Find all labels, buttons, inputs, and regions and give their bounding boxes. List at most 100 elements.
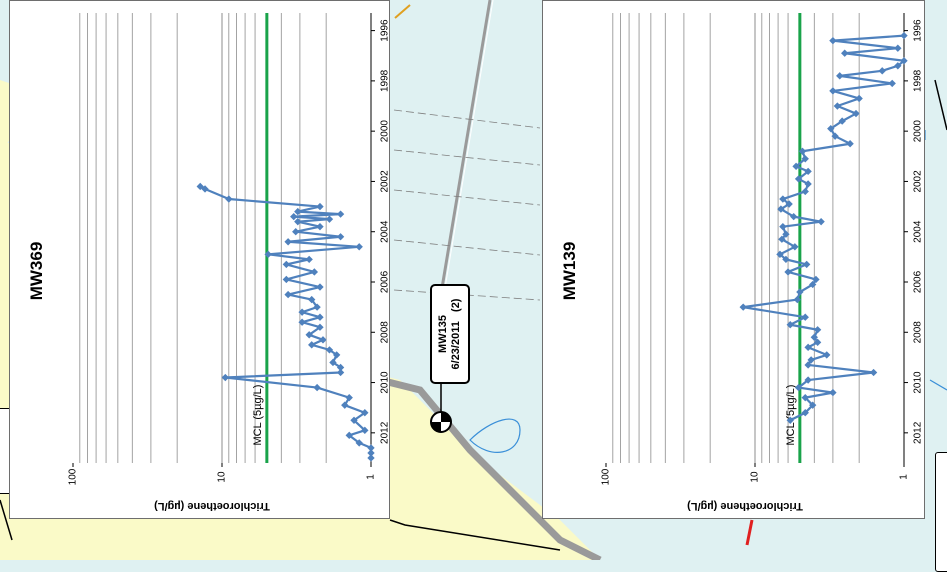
- y-tick-label: 100: [68, 468, 79, 485]
- data-point: [308, 341, 316, 349]
- data-point: [833, 102, 842, 110]
- data-point: [282, 260, 291, 269]
- data-point: [900, 31, 908, 40]
- x-tick-label: 2000: [913, 120, 924, 143]
- data-point: [817, 217, 825, 226]
- data-point: [829, 36, 837, 45]
- x-tick-label: 2010: [913, 371, 924, 394]
- data-point: [313, 383, 321, 392]
- chart-title: MW369: [27, 242, 46, 301]
- data-point: [345, 393, 353, 402]
- data-point: [332, 351, 341, 359]
- x-tick-label: 2008: [913, 321, 924, 344]
- data-point: [305, 255, 313, 264]
- callout-text: MW135 6/23/2011 (2): [437, 299, 463, 370]
- data-point: [846, 140, 854, 148]
- x-tick-label: 2004: [913, 220, 924, 243]
- stream-outline: [924, 130, 947, 391]
- data-point: [829, 388, 837, 397]
- x-tick-label: 2010: [380, 371, 391, 394]
- edge-label-box-right: [935, 452, 947, 572]
- data-point: [225, 195, 233, 203]
- data-point: [367, 454, 375, 462]
- data-point: [361, 426, 369, 434]
- red-line-segment: [745, 519, 754, 546]
- leader-line-mw139: [934, 79, 947, 131]
- data-point: [316, 313, 324, 321]
- data-point: [355, 243, 363, 251]
- x-tick-label: 2006: [380, 270, 391, 293]
- data-point: [739, 303, 747, 311]
- x-tick-label: 2006: [913, 270, 924, 293]
- y-tick-label: 10: [217, 471, 228, 483]
- well-callout-mw135: MW135 6/23/2011 (2): [430, 284, 470, 384]
- data-point: [284, 238, 292, 246]
- callout-note: (2): [450, 298, 462, 312]
- data-point: [290, 212, 298, 221]
- y-tick-label: 10: [750, 471, 761, 483]
- well-symbol-icon: [430, 411, 452, 433]
- data-point: [345, 431, 353, 440]
- chart-panel-mw139: 1996 1998 2000 2002 2004 2006 2008 2010 2012 1 10 1…: [542, 0, 925, 519]
- data-point: [809, 280, 817, 289]
- data-point: [836, 72, 844, 80]
- data-point: [813, 326, 822, 334]
- data-point: [829, 87, 837, 95]
- data-point: [308, 295, 316, 304]
- x-tick-label: 2004: [380, 220, 391, 243]
- data-point: [801, 313, 809, 321]
- x-tick-label: 1998: [913, 69, 924, 92]
- data-point: [325, 215, 334, 223]
- data-point: [282, 275, 291, 284]
- data-point: [316, 223, 324, 231]
- data-point: [298, 308, 306, 316]
- data-point: [316, 323, 324, 331]
- y-tick-label: 1: [366, 474, 377, 480]
- callout-well-id: MW135: [437, 315, 449, 353]
- gravel-road: [438, 0, 492, 301]
- chart-mw369: 1996 1998 2000 2002 2004 2006 2008 2010 2012 1 10 1…: [27, 13, 391, 512]
- data-point: [336, 363, 345, 372]
- data-point: [888, 79, 896, 88]
- leader-line-mw369: [389, 519, 561, 551]
- data-point: [796, 288, 804, 296]
- data-point: [201, 185, 209, 193]
- data-point: [336, 368, 345, 377]
- data-point: [784, 268, 792, 276]
- data-point: [367, 449, 375, 457]
- data-point: [802, 260, 811, 269]
- data-point: [329, 358, 337, 367]
- data-point: [812, 275, 820, 284]
- x-tick-label: 1996: [380, 19, 391, 42]
- data-point: [294, 217, 302, 226]
- series-line: [199, 185, 373, 458]
- mcl-label: MCL (5µg/L): [252, 385, 264, 446]
- x-tick-label: 1996: [913, 19, 924, 42]
- data-point: [284, 290, 292, 299]
- chart-panel-mw369: 1996 1998 2000 2002 2004 2006 2008 2010 2012 1 10 1…: [9, 0, 391, 519]
- data-point: [785, 200, 793, 208]
- data-point: [361, 409, 369, 417]
- mcl-label: MCL (5µg/L): [785, 385, 797, 446]
- data-point: [831, 132, 839, 140]
- chart-title: MW139: [560, 242, 579, 301]
- pipe-segment: [394, 4, 411, 19]
- data-point: [894, 62, 902, 70]
- pond-outline: [469, 418, 521, 453]
- x-tick-label: 1998: [380, 69, 391, 92]
- data-point: [878, 67, 886, 75]
- data-point: [305, 331, 313, 339]
- data-point: [313, 303, 321, 311]
- x-tick-label: 2008: [380, 321, 391, 344]
- data-point: [786, 321, 794, 329]
- data-point: [298, 318, 306, 326]
- x-tick-label: 2012: [913, 421, 924, 444]
- x-tick-label: 2002: [913, 170, 924, 193]
- y-axis-title: Trichloroethene (µg/L): [154, 500, 270, 512]
- chart-mw139: 1996 1998 2000 2002 2004 2006 2008 2010 2012 1 10 1…: [560, 13, 924, 512]
- data-point: [809, 401, 817, 409]
- data-point: [782, 255, 790, 264]
- data-point: [894, 44, 902, 52]
- shoreline-road: [379, 376, 602, 560]
- callout-date: 6/23/2011: [450, 321, 462, 370]
